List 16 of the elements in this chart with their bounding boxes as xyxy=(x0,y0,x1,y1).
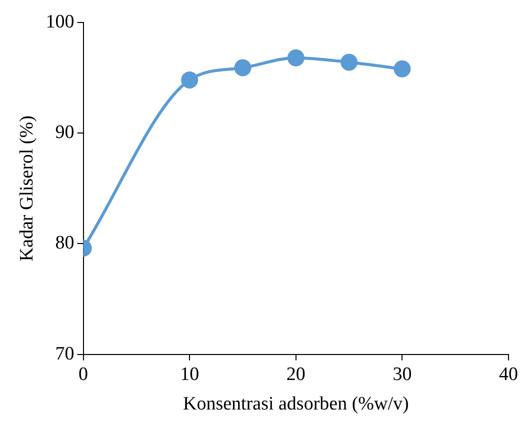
x-tick-label: 30 xyxy=(392,364,412,385)
y-tick-label: 70 xyxy=(55,343,74,364)
y-tick-label: 90 xyxy=(55,122,74,144)
point xyxy=(340,54,358,71)
y-axis-title: Kadar Gliserol (%) xyxy=(16,116,38,262)
y-tick-label: 100 xyxy=(46,11,74,32)
x-tick-label: 20 xyxy=(286,364,306,385)
x-tick-label: 40 xyxy=(499,364,518,385)
x-axis-title: Konsentrasi adsorben (%w/v) xyxy=(182,394,409,415)
point xyxy=(287,49,304,66)
point xyxy=(234,59,252,76)
y-tick-label: 80 xyxy=(55,232,74,254)
x-tick-label: 10 xyxy=(180,364,200,385)
point xyxy=(181,71,198,88)
point xyxy=(394,60,411,78)
x-tick-label: 0 xyxy=(78,364,88,385)
